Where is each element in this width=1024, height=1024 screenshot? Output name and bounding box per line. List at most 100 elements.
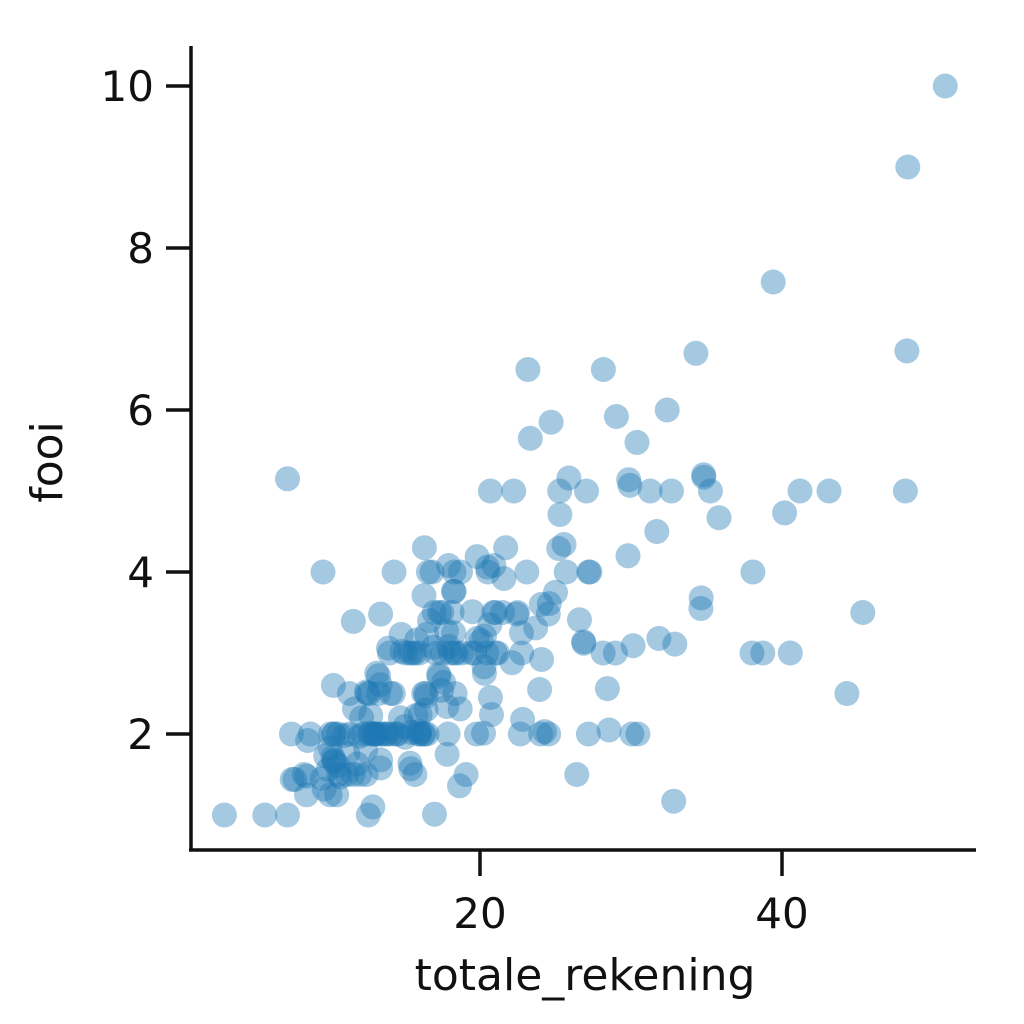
data-point	[443, 640, 469, 666]
data-point	[434, 741, 460, 767]
data-point	[279, 766, 305, 792]
y-tick-label: 10	[101, 62, 154, 111]
data-point	[374, 721, 399, 747]
data-point	[384, 721, 410, 747]
data-point	[471, 623, 497, 649]
data-point	[528, 721, 554, 747]
data-point	[619, 721, 645, 747]
data-point	[414, 721, 440, 747]
data-point	[528, 591, 554, 617]
data-point	[932, 73, 958, 99]
data-point	[355, 802, 381, 828]
data-point	[477, 478, 503, 504]
data-point	[434, 618, 459, 644]
data-point	[491, 566, 517, 591]
data-point	[294, 763, 320, 789]
data-point	[644, 519, 670, 544]
data-point	[688, 585, 714, 611]
data-point	[295, 728, 321, 753]
data-point	[340, 762, 366, 787]
data-point	[482, 640, 508, 666]
data-point	[447, 696, 473, 722]
data-point	[449, 640, 475, 666]
data-point	[358, 702, 384, 728]
x-tick-label: 40	[755, 889, 808, 938]
data-point	[367, 721, 393, 747]
data-point	[275, 802, 300, 828]
data-point	[616, 467, 642, 493]
data-point	[317, 735, 343, 761]
data-point	[410, 721, 436, 747]
data-point	[688, 596, 714, 621]
data-point	[411, 681, 437, 706]
data-point	[493, 535, 519, 561]
data-point	[517, 425, 543, 451]
data-point	[894, 338, 920, 364]
data-point	[547, 478, 573, 504]
data-point	[475, 559, 501, 585]
data-point	[399, 719, 425, 745]
data-point	[787, 478, 813, 504]
x-axis-label: totale_rekening	[415, 950, 756, 1001]
data-point	[571, 629, 597, 655]
data-point	[662, 631, 688, 657]
data-point	[309, 766, 335, 791]
data-point	[361, 721, 387, 747]
data-point	[509, 620, 534, 646]
data-point	[311, 776, 337, 802]
data-point	[376, 640, 402, 666]
data-point	[392, 724, 418, 750]
data-point	[407, 721, 433, 747]
data-point	[429, 677, 455, 703]
data-point	[590, 640, 616, 666]
data-point	[602, 640, 628, 666]
data-point	[392, 714, 418, 740]
data-point	[321, 749, 347, 774]
data-point	[468, 628, 494, 654]
data-point	[439, 600, 465, 625]
data-point	[365, 681, 391, 706]
data-point	[313, 743, 339, 769]
data-point	[661, 788, 687, 814]
y-tick-label: 8	[127, 224, 154, 273]
data-point	[740, 559, 766, 585]
data-point	[590, 357, 616, 382]
data-point	[556, 465, 582, 491]
data-point	[474, 640, 500, 666]
data-point	[336, 681, 362, 706]
data-point	[397, 750, 423, 776]
data-point	[297, 721, 323, 747]
data-point	[441, 620, 467, 646]
data-point	[459, 640, 484, 666]
data-point	[347, 723, 372, 749]
data-point	[603, 404, 629, 429]
data-point	[892, 478, 918, 504]
data-point	[321, 721, 347, 747]
data-point	[596, 717, 622, 743]
data-point	[447, 773, 472, 799]
data-point	[406, 719, 432, 745]
data-point	[482, 600, 508, 625]
data-point	[464, 721, 489, 747]
data-point	[379, 721, 405, 747]
data-point	[282, 766, 308, 792]
data-point	[574, 478, 599, 504]
data-point	[564, 762, 590, 787]
data-point	[464, 625, 490, 651]
data-point	[567, 607, 592, 633]
data-point	[320, 672, 346, 698]
data-point	[317, 782, 343, 808]
data-point	[535, 601, 561, 627]
data-point	[816, 478, 842, 504]
x-ticks: 20 40	[453, 850, 809, 938]
data-point	[462, 640, 488, 666]
data-point	[350, 721, 376, 747]
data-point	[397, 640, 423, 666]
data-point	[387, 705, 413, 731]
data-point	[413, 681, 439, 706]
data-point	[402, 762, 428, 787]
data-point	[523, 615, 549, 641]
data-point	[369, 721, 395, 747]
data-point	[646, 625, 672, 651]
